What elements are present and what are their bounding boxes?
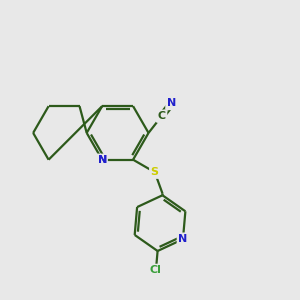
Text: N: N — [178, 234, 188, 244]
Text: S: S — [151, 167, 159, 177]
Text: N: N — [178, 234, 188, 244]
Text: C: C — [158, 111, 166, 121]
Text: N: N — [167, 98, 176, 109]
Text: S: S — [151, 167, 159, 177]
Text: N: N — [98, 155, 107, 165]
Text: N: N — [167, 98, 176, 109]
Text: N: N — [98, 155, 107, 165]
Text: Cl: Cl — [150, 265, 162, 275]
Text: Cl: Cl — [150, 265, 162, 275]
Text: N: N — [98, 155, 107, 165]
Text: C: C — [158, 111, 166, 121]
